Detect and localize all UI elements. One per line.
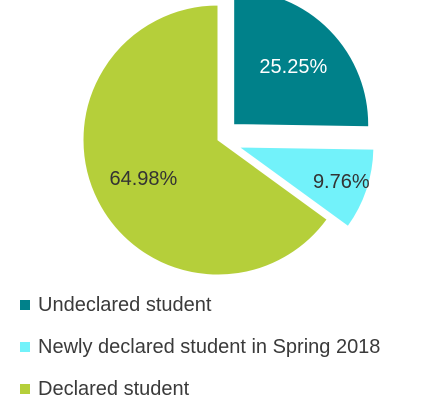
legend-label-undeclared: Undeclared student [38,293,212,316]
data-label-newly-declared: 9.76% [313,171,370,193]
pie-chart: 25.25% 9.76% 64.98% [82,0,375,276]
data-label-declared: 64.98% [109,168,177,190]
legend-swatch-newly-declared [20,342,30,352]
legend-label-newly-declared: Newly declared student in Spring 2018 [38,335,381,358]
pie-slice-declared [82,4,328,276]
pie-slice-undeclared [233,0,370,128]
legend-label-declared: Declared student [38,377,190,400]
chart-legend: Undeclared student Newly declared studen… [20,284,380,410]
legend-swatch-declared [20,384,30,394]
legend-item-newly-declared: Newly declared student in Spring 2018 [20,326,380,368]
data-label-undeclared: 25.25% [259,56,327,78]
pie-slice-newly-declared [237,146,375,228]
legend-item-undeclared: Undeclared student [20,284,380,326]
legend-item-declared: Declared student [20,368,380,410]
legend-swatch-undeclared [20,300,30,310]
